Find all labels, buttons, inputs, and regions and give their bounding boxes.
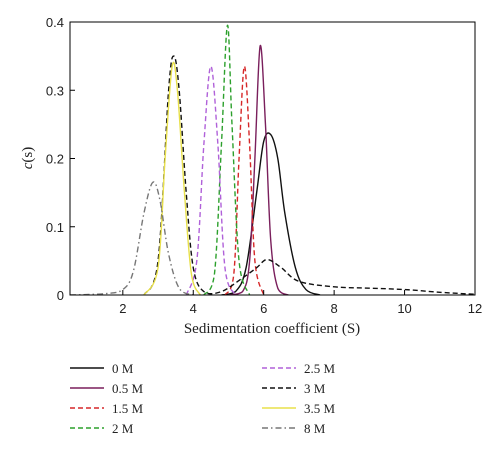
x-tick-label: 2 [119,301,126,316]
y-axis-title: c(s) [20,147,36,170]
y-axis: 0 0.1 0.2 0.3 0.4 [46,15,75,303]
series-line-0m [221,132,321,295]
x-tick-label: 4 [190,301,197,316]
x-tick-label: 8 [331,301,338,316]
series-line-3-5m [143,61,201,295]
series-line-8m [70,181,194,295]
series-line-2-5m [185,65,237,295]
y-tick-label: 0.3 [46,83,64,98]
y-tick-label: 0.2 [46,152,64,167]
legend-label: 0.5 M [112,381,144,396]
x-tick-label: 6 [260,301,267,316]
series-line-0-5m [228,45,289,295]
y-tick-label: 0 [57,288,64,303]
legend-label: 2.5 M [304,361,336,376]
series-layer [70,24,475,295]
x-axis: 2 4 6 8 10 12 [119,290,482,316]
x-tick-label: 12 [468,301,482,316]
series-line-3m [143,55,475,295]
legend: 0 M 0.5 M 1.5 M 2 M 2.5 M 3 M 3.5 M 8 M [70,361,336,436]
legend-label: 8 M [304,421,326,436]
series-line-1-5m [224,65,265,295]
legend-label: 2 M [112,421,134,436]
legend-label: 3.5 M [304,401,336,416]
y-axis-title-tail: (s) [20,147,36,163]
y-tick-label: 0.4 [46,15,64,30]
legend-label: 0 M [112,361,134,376]
y-tick-label: 0.1 [46,220,64,235]
series-line-2m [203,24,251,295]
y-axis-title-italic: c [20,162,36,169]
legend-label: 3 M [304,381,326,396]
x-axis-title: Sedimentation coefficient (S) [184,321,360,337]
x-tick-label: 10 [397,301,411,316]
legend-label: 1.5 M [112,401,144,416]
